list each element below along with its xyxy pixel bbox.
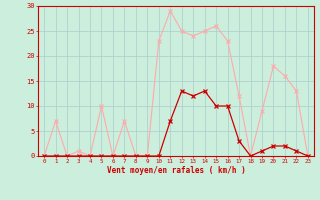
X-axis label: Vent moyen/en rafales ( km/h ): Vent moyen/en rafales ( km/h )	[107, 166, 245, 175]
